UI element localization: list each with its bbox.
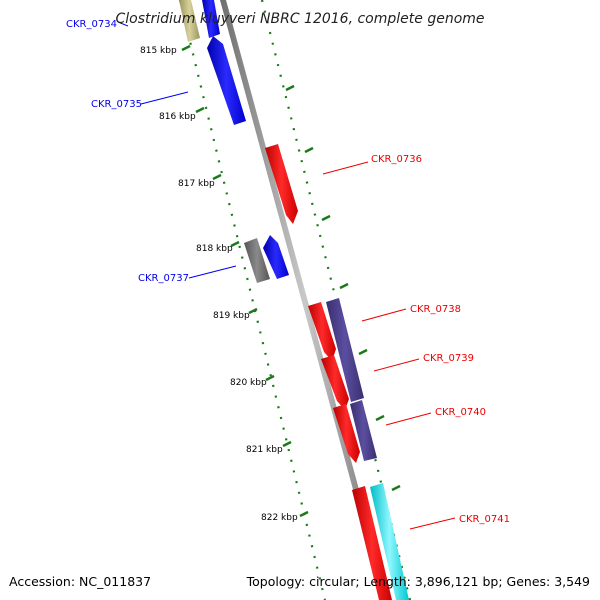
gene-label-ckr-0737[interactable]: CKR_0737: [138, 273, 189, 284]
gene-feature-ckr-0740[interactable]: [333, 404, 360, 463]
tick-label: 817 kbp: [178, 179, 215, 189]
topology-text: Topology: circular; Length: 3,896,121 bp…: [246, 574, 590, 589]
cyan-feature: [370, 483, 409, 600]
gene-label-ckr-0736[interactable]: CKR_0736: [371, 154, 422, 165]
tick-marks: [181, 44, 401, 518]
tick-label: 818 kbp: [196, 244, 233, 254]
gene-label-ckr-0739[interactable]: CKR_0739: [423, 353, 474, 364]
tick-label: 821 kbp: [246, 445, 283, 455]
tick-label: 816 kbp: [159, 112, 196, 122]
gene-feature-ckr-0738[interactable]: [308, 302, 336, 361]
page-title: Clostridium kluyveri NBRC 12016, complet…: [115, 11, 484, 27]
gene-feature-ckr-0739[interactable]: [321, 355, 349, 410]
gene-label-ckr-0738[interactable]: CKR_0738: [410, 304, 461, 315]
accession-text: Accession: NC_011837: [9, 574, 151, 589]
tick-label: 820 kbp: [230, 378, 267, 388]
gene-label-group: CKR_0734 CKR_0735 CKR_0736 CKR_0737 CKR_…: [66, 19, 510, 530]
gene-feature-ckr-0741[interactable]: [352, 486, 392, 600]
gene-label-ckr-0734[interactable]: CKR_0734: [66, 19, 117, 30]
gene-feature-ckr-0734[interactable]: [179, 0, 220, 42]
inner-gc-track: [178, 0, 327, 600]
tick-label: 815 kbp: [140, 46, 177, 56]
gene-feature-ckr-0736[interactable]: [265, 144, 298, 224]
tick-label: 819 kbp: [213, 311, 250, 321]
gene-label-ckr-0735[interactable]: CKR_0735: [91, 99, 142, 110]
gene-label-ckr-0741[interactable]: CKR_0741: [459, 514, 510, 525]
gene-feature-ckr-0737[interactable]: [244, 235, 289, 283]
purple-feature: [326, 298, 377, 461]
gene-feature-ckr-0735[interactable]: [207, 36, 246, 125]
gene-label-ckr-0740[interactable]: CKR_0740: [435, 407, 486, 418]
tick-label: 822 kbp: [261, 513, 298, 523]
